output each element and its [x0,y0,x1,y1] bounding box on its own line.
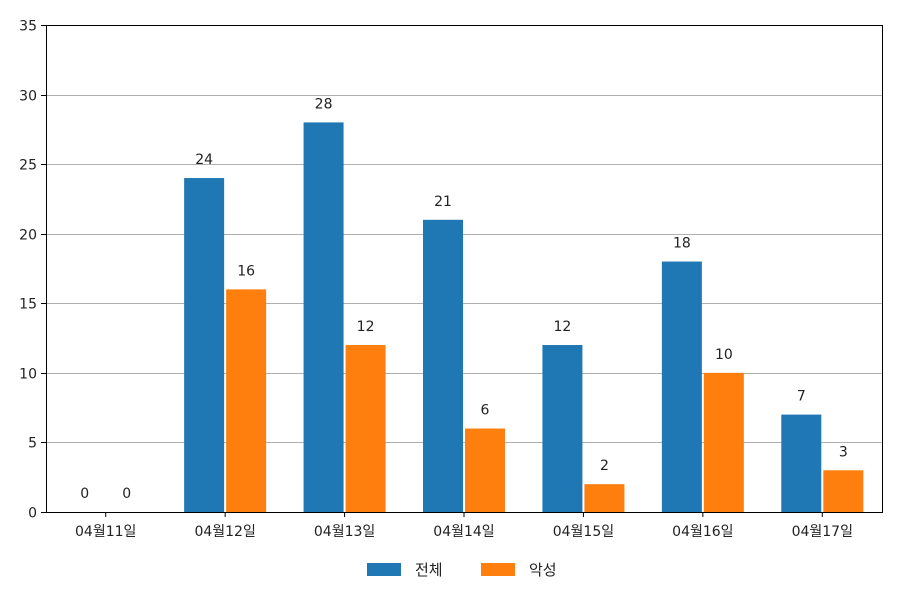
x-tick-label: 04월14일 [433,524,494,540]
bar-value-label: 2 [600,458,609,474]
y-tick-label: 25 [19,158,37,174]
x-tick-label: 04월17일 [792,524,853,540]
x-tick-label: 04월16일 [672,524,733,540]
y-tick-label: 10 [19,367,37,383]
bar-malicious [345,345,386,512]
legend-swatch [367,563,401,576]
bar-value-label: 10 [715,347,733,363]
y-axis: 0 5 10 15 20 25 30 35 [19,19,46,522]
bar-value-label: 12 [554,319,572,335]
bars [184,122,864,513]
bar-malicious [703,372,744,512]
bar-malicious [465,428,505,512]
y-tick-label: 30 [19,89,37,105]
plot-area-frame [46,25,883,513]
y-tick-label: 15 [19,297,37,313]
bar-malicious [226,289,267,512]
bar-value-label: 24 [195,152,213,168]
bar-total [303,122,344,513]
y-tick-label: 0 [28,506,37,522]
bar-value-label: 28 [315,96,333,112]
bar-value-label: 16 [237,263,255,279]
bar-value-label: 18 [673,236,691,252]
x-tick-label: 04월15일 [553,524,614,540]
bar-total [661,261,702,512]
legend-label: 악성 [529,561,557,579]
bar-value-label: 7 [797,389,806,405]
bar-total [542,345,583,512]
bar-value-label: 12 [357,319,375,335]
x-tick-label: 04월13일 [314,524,375,540]
legend: 전체 악성 [367,561,557,579]
bar-value-label: 3 [839,444,848,460]
bar-total [781,414,822,512]
bar-value-label: 21 [434,194,452,210]
y-tick-label: 35 [19,19,37,35]
gridlines [46,95,882,443]
y-tick-label: 20 [19,228,37,244]
legend-label: 전체 [415,561,443,579]
bar-malicious [584,484,625,512]
y-tick-label: 5 [28,436,37,452]
x-tick-label: 04월11일 [75,524,136,540]
bar-value-label: 6 [481,403,490,419]
x-axis: 04월11일 04월12일 04월13일 04월14일 04월15일 04월16일 04월1… [75,512,853,540]
data-labels: 0 0 24 16 28 12 21 6 12 2 18 10 7 3 [80,96,847,502]
legend-swatch [481,563,515,576]
bar-total [423,219,463,513]
bar-total [184,178,225,513]
bar-value-label: 0 [80,486,89,502]
bar-value-label: 0 [122,486,131,502]
bar-malicious [823,470,864,512]
x-tick-label: 04월12일 [194,524,255,540]
